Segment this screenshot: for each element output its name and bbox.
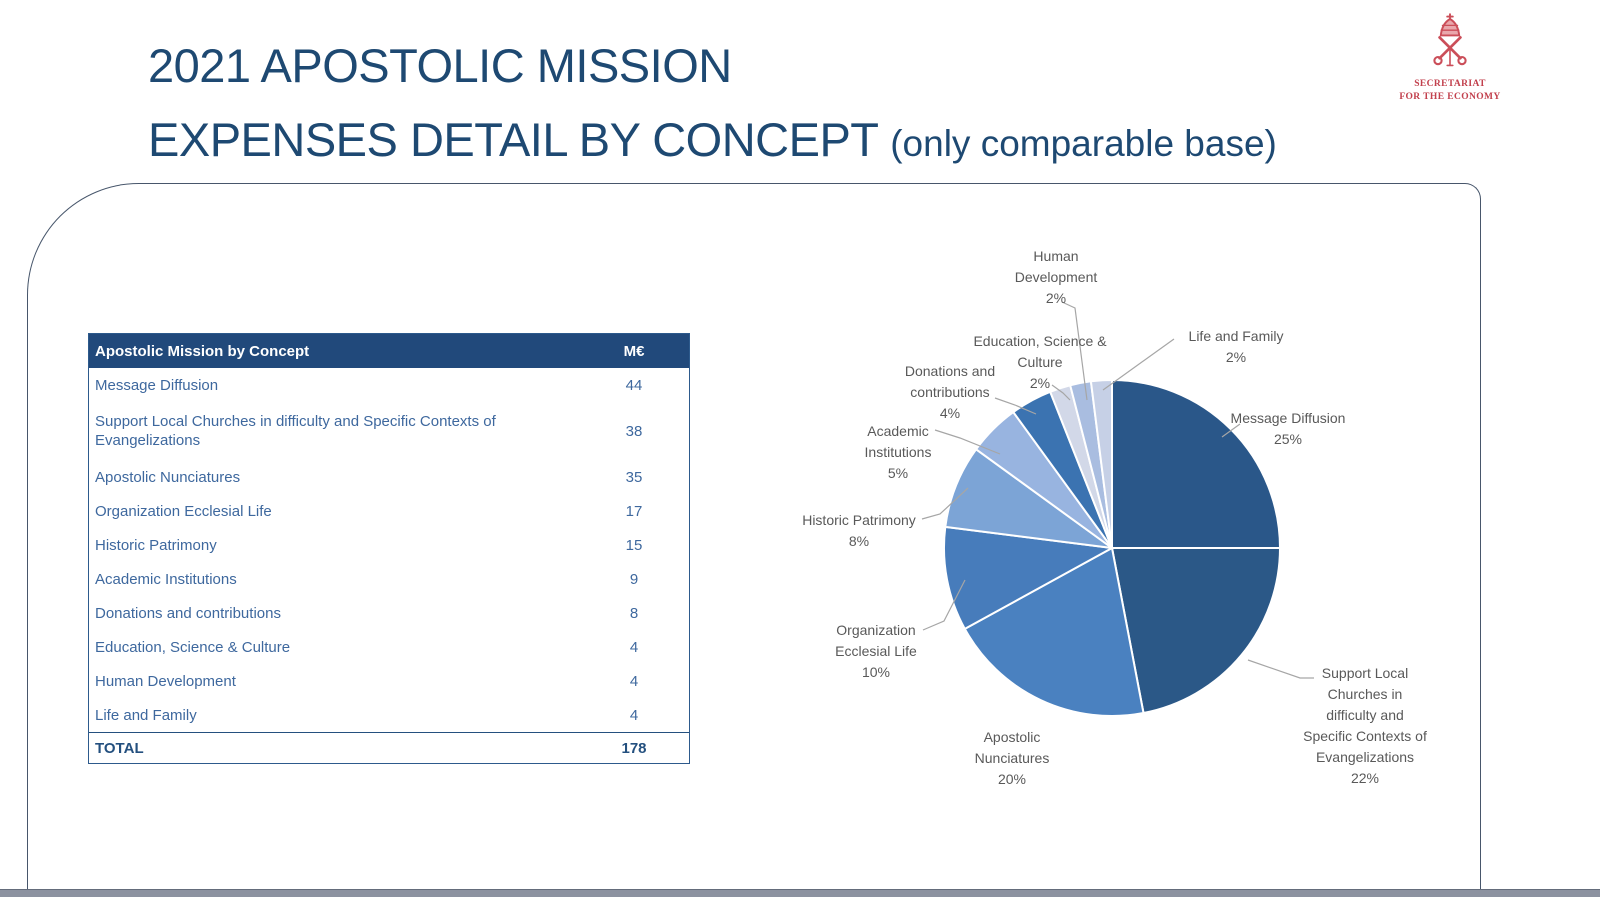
row-value: 38 [625, 422, 643, 440]
row-value: 4 [629, 706, 639, 724]
table-row: Donations and contributions 8 [89, 596, 689, 630]
row-concept: Life and Family [95, 706, 197, 724]
table-row: Academic Institutions 9 [89, 562, 689, 596]
row-concept: Human Development [95, 672, 236, 690]
leader-line-donations-contributions [994, 397, 1037, 415]
slide-title-line2-text: EXPENSES DETAIL BY CONCEPT [148, 113, 891, 166]
slide-title-line2: EXPENSES DETAIL BY CONCEPT (only compara… [148, 112, 1277, 167]
table-row: Support Local Churches in difficulty and… [89, 402, 689, 460]
pie-label-academic-institutions: Academic Institutions 5% [864, 423, 932, 481]
slide-title-suffix: (only comparable base) [890, 123, 1277, 164]
pie-label-donations-contributions: Donations and contributions 4% [904, 363, 996, 421]
row-value: 9 [629, 570, 639, 588]
row-concept: Education, Science & Culture [95, 638, 291, 656]
pie-label-support-local-churches: Support Local Churches in difficulty and… [1303, 665, 1427, 786]
table-total-row: TOTAL 178 [89, 732, 689, 763]
row-concept: Academic Institutions [95, 570, 237, 588]
leader-line-human-development [1061, 301, 1088, 401]
table-row: Message Diffusion 44 [89, 368, 689, 402]
row-concept: Support Local Churches in difficulty and… [95, 413, 496, 449]
total-value: 178 [621, 739, 647, 757]
table-row: Organization Ecclesial Life 17 [89, 494, 689, 528]
pie-label-organization-ecclesial-life: Organization Ecclesial Life 10% [835, 622, 917, 680]
table-header-row: Apostolic Mission by Concept M€ [89, 334, 689, 368]
pie-slice-0 [1111, 379, 1281, 549]
row-concept: Message Diffusion [95, 376, 219, 394]
pie-label-apostolic-nunciatures: Apostolic Nunciatures 20% [974, 729, 1050, 787]
pie-label-human-development: Human Development 2% [1014, 248, 1098, 306]
row-value: 44 [625, 376, 643, 394]
slide-bottom-bar [0, 889, 1600, 897]
row-value: 17 [625, 502, 643, 520]
row-concept: Apostolic Nunciatures [95, 468, 241, 486]
leader-line-historic-patrimony [921, 487, 969, 520]
row-concept: Donations and contributions [95, 604, 281, 622]
pie-label-education-science-culture: Education, Science & Culture 2% [973, 333, 1107, 391]
pie-slice-3 [942, 525, 1113, 630]
row-value: 4 [629, 638, 639, 656]
pie-label-life-and-family: Life and Family 2% [1188, 328, 1284, 365]
table-row: Historic Patrimony 15 [89, 528, 689, 562]
leader-line-education-science-culture [1051, 384, 1071, 401]
total-label: TOTAL [95, 739, 144, 757]
row-concept: Historic Patrimony [95, 536, 217, 554]
table-row: Education, Science & Culture 4 [89, 630, 689, 664]
pie-slice-9 [1089, 378, 1113, 549]
leader-line-organization-ecclesial-life [922, 579, 966, 631]
pie-label-message-diffusion: Message Diffusion 25% [1230, 410, 1346, 447]
table-row: Apostolic Nunciatures 35 [89, 460, 689, 494]
row-concept: Organization Ecclesial Life [95, 502, 272, 520]
row-value: 15 [625, 536, 643, 554]
secretariat-logo-text: SECRETARIAT FOR THE ECONOMY [1399, 79, 1501, 102]
leader-line-life-and-family [1102, 338, 1175, 391]
leader-line-message-diffusion [1221, 423, 1241, 438]
pie-label-historic-patrimony: Historic Patrimony 8% [802, 512, 916, 549]
leader-line-academic-institutions [934, 429, 1001, 455]
row-value: 4 [629, 672, 639, 690]
table-row: Life and Family 4 [89, 698, 689, 732]
row-value: 8 [629, 604, 639, 622]
papal-tiara-crossed-keys-icon [1433, 13, 1467, 67]
leader-lines [921, 301, 1314, 679]
pie-chart-canvas [921, 301, 1314, 717]
table-row: Human Development 4 [89, 664, 689, 698]
secretariat-logo: SECRETARIAT FOR THE ECONOMY [1398, 12, 1502, 104]
table-header-value: M€ [623, 342, 645, 360]
row-value: 35 [625, 468, 643, 486]
expenses-pie-chart: Message Diffusion 25% Support Local Chur… [760, 230, 1480, 805]
expenses-table: Apostolic Mission by Concept M€ Message … [88, 333, 690, 764]
pie-slice-2 [963, 547, 1145, 717]
table-header-concept: Apostolic Mission by Concept [95, 342, 310, 360]
pie-slices [942, 378, 1281, 717]
leader-line-support-local-churches [1247, 659, 1314, 679]
pie-slice-1 [1111, 547, 1281, 714]
slide-title-line1: 2021 APOSTOLIC MISSION [148, 39, 732, 92]
